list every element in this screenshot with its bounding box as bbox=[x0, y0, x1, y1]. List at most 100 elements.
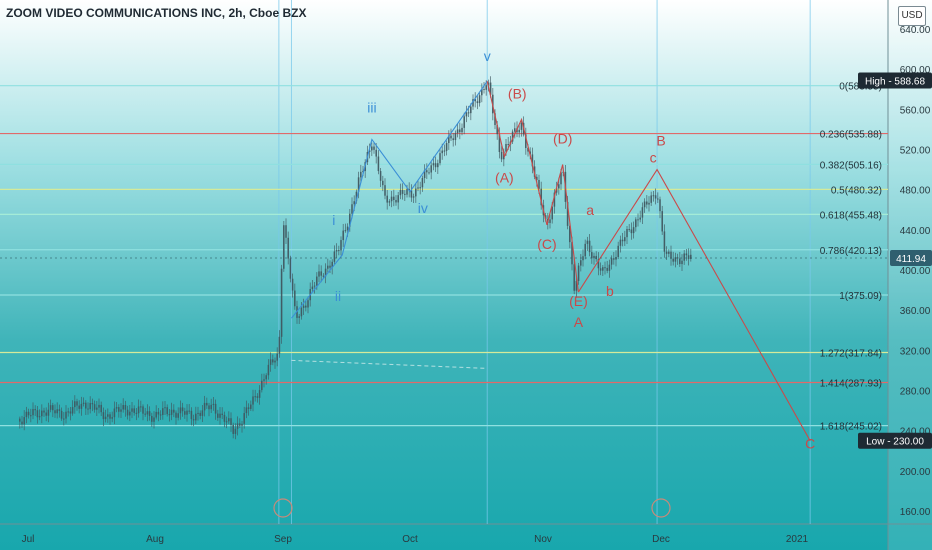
candle-body bbox=[111, 417, 114, 419]
candle-body bbox=[181, 407, 184, 412]
candle-body bbox=[45, 412, 48, 416]
candle-body bbox=[65, 411, 67, 419]
candle-body bbox=[217, 413, 219, 418]
candle-body bbox=[342, 230, 345, 241]
wave-label-13: c bbox=[650, 150, 657, 166]
candle-body bbox=[331, 261, 334, 268]
candle-body bbox=[338, 250, 340, 252]
candle-body bbox=[153, 417, 155, 422]
candle-body bbox=[421, 178, 424, 188]
candle-body bbox=[573, 264, 576, 291]
candle-body bbox=[553, 192, 556, 207]
candle-body bbox=[173, 409, 175, 413]
candle-body bbox=[285, 225, 287, 238]
candle-body bbox=[113, 408, 116, 418]
candle-body bbox=[313, 285, 316, 287]
candle-body bbox=[69, 411, 72, 414]
candle-body bbox=[353, 201, 356, 205]
chart-title: ZOOM VIDEO COMMUNICATIONS INC, 2h, Cboe … bbox=[6, 6, 307, 20]
candle-body bbox=[373, 146, 375, 150]
candle-body bbox=[643, 201, 646, 208]
candle-body bbox=[190, 410, 193, 420]
y-tick-label-11: 600.00 bbox=[900, 65, 931, 76]
candle-body bbox=[690, 254, 692, 259]
candle-body bbox=[445, 143, 448, 151]
candle-body bbox=[668, 251, 670, 254]
candle-body bbox=[82, 402, 85, 404]
candle-body bbox=[245, 407, 248, 414]
candle-body bbox=[23, 417, 26, 425]
candle-body bbox=[613, 258, 615, 260]
candle-body bbox=[287, 237, 290, 259]
candle-body bbox=[659, 199, 661, 212]
candle-body bbox=[555, 188, 558, 193]
candle-body bbox=[302, 305, 305, 308]
candle-body bbox=[247, 407, 250, 409]
candle-body bbox=[234, 428, 237, 434]
candle-body bbox=[588, 240, 591, 253]
candle-body bbox=[148, 411, 151, 416]
candle-body bbox=[219, 413, 221, 418]
candle-body bbox=[115, 407, 118, 409]
candle-body bbox=[107, 414, 109, 417]
candle-body bbox=[67, 411, 70, 413]
candle-body bbox=[560, 172, 562, 185]
candle-body bbox=[349, 213, 351, 227]
wave-label-6: (A) bbox=[495, 170, 514, 186]
candle-body bbox=[56, 409, 59, 414]
candle-body bbox=[617, 245, 620, 258]
y-tick-label-1: 200.00 bbox=[900, 467, 931, 478]
candle-body bbox=[305, 305, 307, 308]
candle-body bbox=[230, 418, 232, 425]
candle-body bbox=[393, 196, 395, 200]
candle-body bbox=[461, 127, 463, 133]
wave-label-7: (D) bbox=[553, 130, 572, 146]
x-tick-label-5: Dec bbox=[652, 534, 670, 545]
candle-body bbox=[197, 412, 199, 414]
candle-body bbox=[395, 199, 397, 203]
candle-body bbox=[575, 280, 578, 291]
x-tick-label-3: Oct bbox=[402, 534, 418, 545]
wave-label-14: B bbox=[656, 132, 665, 148]
candle-body bbox=[630, 229, 633, 234]
wave-label-15: C bbox=[805, 436, 815, 452]
candle-body bbox=[371, 146, 373, 151]
candle-body bbox=[520, 122, 523, 130]
candle-body bbox=[104, 416, 107, 420]
candle-body bbox=[518, 129, 521, 133]
candle-body bbox=[58, 409, 61, 411]
candle-body bbox=[21, 421, 23, 425]
candle-body bbox=[569, 225, 571, 243]
candle-body bbox=[536, 176, 538, 181]
candle-body bbox=[599, 268, 602, 271]
candle-body bbox=[214, 403, 217, 414]
candle-body bbox=[456, 129, 459, 134]
fib-label-1: 0.236(535.88) bbox=[820, 130, 882, 141]
candle-body bbox=[360, 171, 362, 178]
candle-body bbox=[346, 226, 349, 231]
candle-body bbox=[256, 396, 259, 398]
candle-body bbox=[687, 255, 690, 259]
marker-circle-dec bbox=[651, 498, 671, 518]
candle-body bbox=[582, 256, 584, 261]
candle-body bbox=[258, 390, 261, 398]
candle-body bbox=[470, 106, 472, 114]
candle-body bbox=[54, 410, 56, 414]
candle-body bbox=[74, 401, 76, 408]
candle-body bbox=[481, 88, 483, 96]
candle-body bbox=[635, 219, 637, 228]
candle-body bbox=[670, 251, 672, 259]
candle-body bbox=[142, 406, 144, 414]
candle-body bbox=[390, 196, 393, 202]
candle-body bbox=[203, 402, 206, 411]
candle-body bbox=[626, 229, 628, 238]
wave-label-1: ii bbox=[335, 288, 341, 304]
candle-body bbox=[628, 229, 631, 231]
currency-button[interactable]: USD bbox=[898, 6, 926, 26]
candle-body bbox=[674, 257, 677, 262]
candle-body bbox=[483, 88, 485, 90]
candle-body bbox=[441, 150, 444, 154]
candle-body bbox=[43, 410, 45, 413]
